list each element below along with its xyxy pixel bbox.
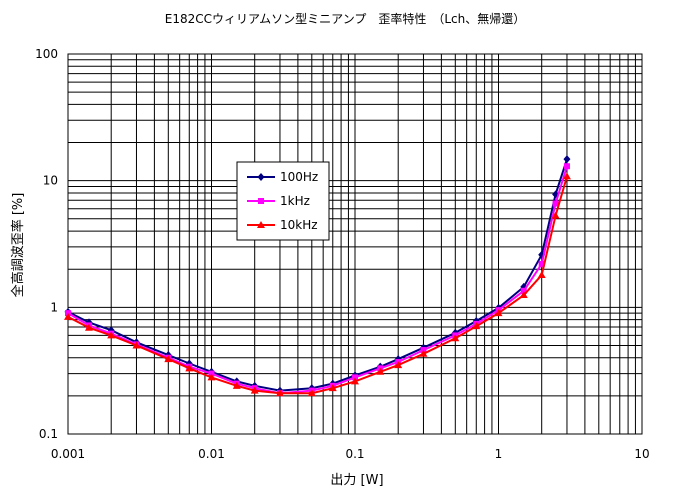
data-point-10khz xyxy=(519,291,528,299)
legend-label-1khz: 1kHz xyxy=(280,194,310,208)
grid xyxy=(68,54,642,434)
data-point-10khz xyxy=(419,349,428,357)
data-point-10khz xyxy=(328,384,337,392)
data-point-10khz xyxy=(185,364,194,372)
legend-entry-100hz: 100Hz xyxy=(247,170,318,184)
data-point-10khz xyxy=(376,367,385,375)
data-point-10khz xyxy=(307,389,316,397)
y-tick-label: 1 xyxy=(50,300,58,314)
data-point-1khz xyxy=(552,200,559,207)
legend-label-10khz: 10kHz xyxy=(280,218,318,232)
data-point-1khz xyxy=(538,260,545,267)
x-tick-label: 1 xyxy=(495,447,503,461)
chart-title: E182CCウィリアムソン型ミニアンプ 歪率特性 （Lch、無帰還） xyxy=(165,11,525,26)
data-point-10khz xyxy=(394,361,403,369)
data-point-10khz xyxy=(537,270,546,278)
data-point-10khz xyxy=(275,389,284,397)
tick-labels: 0.001 0.01 0.1 1 10 0.1 1 10 100 xyxy=(35,47,650,461)
y-tick-label: 10 xyxy=(43,174,58,188)
data-point-100hz xyxy=(563,155,571,164)
data-point-1khz xyxy=(520,287,527,294)
data-point-1khz xyxy=(352,374,358,381)
data-point-10khz xyxy=(472,322,481,330)
x-tick-label: 10 xyxy=(634,447,649,461)
data-point-10khz xyxy=(351,377,359,385)
legend-entry-1khz: 1kHz xyxy=(247,194,310,208)
data-point-10khz xyxy=(84,323,93,331)
x-tick-label: 0.001 xyxy=(51,447,85,461)
data-point-10khz xyxy=(451,334,460,342)
legend-label-100hz: 100Hz xyxy=(280,170,318,184)
y-axis-label: 全高調波歪率 [%] xyxy=(10,193,26,298)
data-point-10khz xyxy=(494,309,503,317)
data-point-10khz xyxy=(207,373,216,381)
data-point-10khz xyxy=(551,211,560,219)
x-tick-label: 0.1 xyxy=(345,447,364,461)
legend: 100Hz 1kHz 10kHz xyxy=(236,161,330,241)
x-tick-label: 0.01 xyxy=(198,447,225,461)
data-point-10khz xyxy=(107,331,116,339)
legend-marker-10khz xyxy=(257,221,265,228)
data-point-10khz xyxy=(64,312,72,320)
legend-marker-100hz xyxy=(257,173,265,181)
data-point-10khz xyxy=(232,381,241,389)
data-point-10khz xyxy=(250,386,259,394)
data-point-10khz xyxy=(132,341,141,349)
legend-entry-10khz: 10kHz xyxy=(247,218,318,232)
x-axis-label: 出力 [W] xyxy=(330,473,383,488)
series-10khz xyxy=(64,172,571,397)
y-tick-label: 0.1 xyxy=(39,427,58,441)
legend-marker-1khz xyxy=(258,198,264,204)
data-point-1khz xyxy=(563,163,570,170)
data-point-10khz xyxy=(562,172,571,180)
series-lines xyxy=(64,155,571,397)
y-tick-label: 100 xyxy=(35,47,58,61)
plot-area-border xyxy=(67,53,643,435)
data-point-10khz xyxy=(164,355,173,363)
